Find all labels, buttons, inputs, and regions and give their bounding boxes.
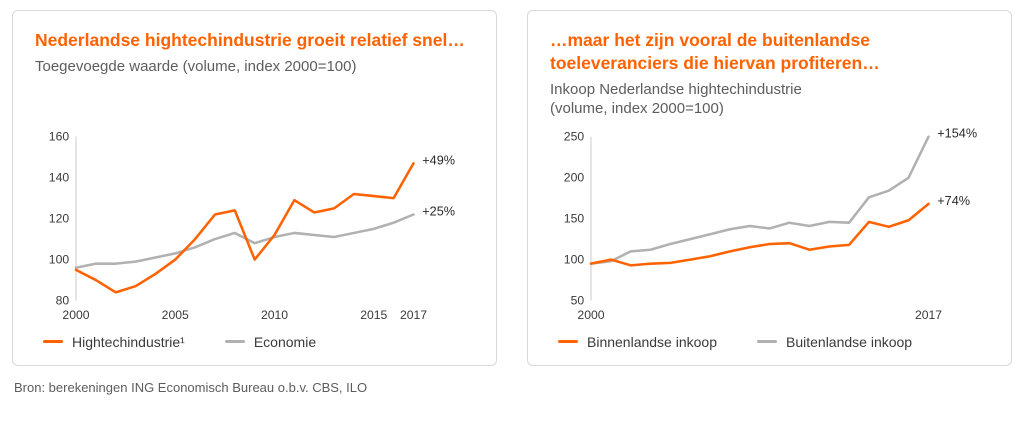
series-line [74,213,415,270]
legend-line-swatch [558,340,578,344]
y-axis-tick-label: 150 [564,212,585,226]
chart-card-suppliers-profit: …maar het zijn vooral de buitenlandse to… [527,10,1012,366]
chart-cards-row: Nederlandse hightechindustrie groeit rel… [12,10,1012,366]
series-end-label: +74% [937,194,970,208]
chart-subtitle: Toegevoegde waarde (volume, index 2000=1… [35,57,357,75]
y-axis-tick-label: 200 [564,171,585,185]
chart-card-hightech-growth: Nederlandse hightechindustrie groeit rel… [12,10,497,366]
chart-title: Nederlandse hightechindustrie groeit rel… [35,30,465,50]
chart-title: …maar het zijn vooral de buitenlandse to… [550,30,880,73]
page: Nederlandse hightechindustrie groeit rel… [12,10,1012,395]
series-end-label: +25% [422,204,455,218]
legend-label: Buitenlandse inkoop [786,333,913,350]
chart-header: Nederlandse hightechindustrie groeit rel… [35,29,474,123]
y-axis-tick-label: 100 [564,252,585,266]
legend-item: Hightechindustrie¹ [43,334,185,350]
legend-item: Buitenlandse inkoop [757,334,912,350]
x-axis-tick-label: 2015 [360,308,387,322]
legend-line-swatch [43,340,63,344]
y-axis-tick-label: 140 [49,171,70,185]
x-axis-tick-label: 2010 [261,308,288,322]
x-axis-tick-label: 2000 [62,308,89,322]
legend-label: Binnenlandse inkoop [587,333,717,350]
line-chart-added-value: 160 140 120 100 80 2000 2005 2010 2015 2017 +49% +2… [35,123,474,330]
chart-subtitle: Inkoop Nederlandse hightechindustrie (vo… [550,80,802,118]
series-line [589,135,930,265]
legend-line-swatch [224,340,245,344]
y-axis-tick-label: 120 [49,212,70,226]
legend-label: Economie [253,333,317,350]
y-axis-tick-label: 80 [56,293,70,307]
legend-line-swatch [757,340,777,344]
series-line [589,202,930,267]
line-chart-purchases: 250 200 150 100 50 2000 2017 +74% +154% [550,123,989,330]
chart-legend: Hightechindustrie¹ Economie [43,334,474,350]
y-axis-tick-label: 100 [49,252,70,266]
source-note: Bron: berekeningen ING Economisch Bureau… [14,380,368,395]
chart-header: …maar het zijn vooral de buitenlandse to… [550,29,989,123]
x-axis-tick-label: 2017 [400,308,427,322]
legend-item: Economie [224,333,317,350]
y-axis-tick-label: 160 [49,130,70,144]
chart-legend: Binnenlandse inkoop Buitenlandse inkoop [558,334,989,350]
x-axis-tick-label: 2005 [162,308,189,322]
y-axis-tick-label: 250 [564,130,585,144]
series-end-label: +49% [422,153,455,167]
y-axis-tick-label: 50 [571,293,585,307]
x-axis-tick-label: 2017 [915,308,942,322]
series-end-label: +154% [937,127,977,141]
legend-item: Binnenlandse inkoop [558,334,717,350]
series-line [74,162,415,294]
x-axis-tick-label: 2000 [577,308,604,322]
legend-label: Hightechindustrie¹ [72,333,185,350]
